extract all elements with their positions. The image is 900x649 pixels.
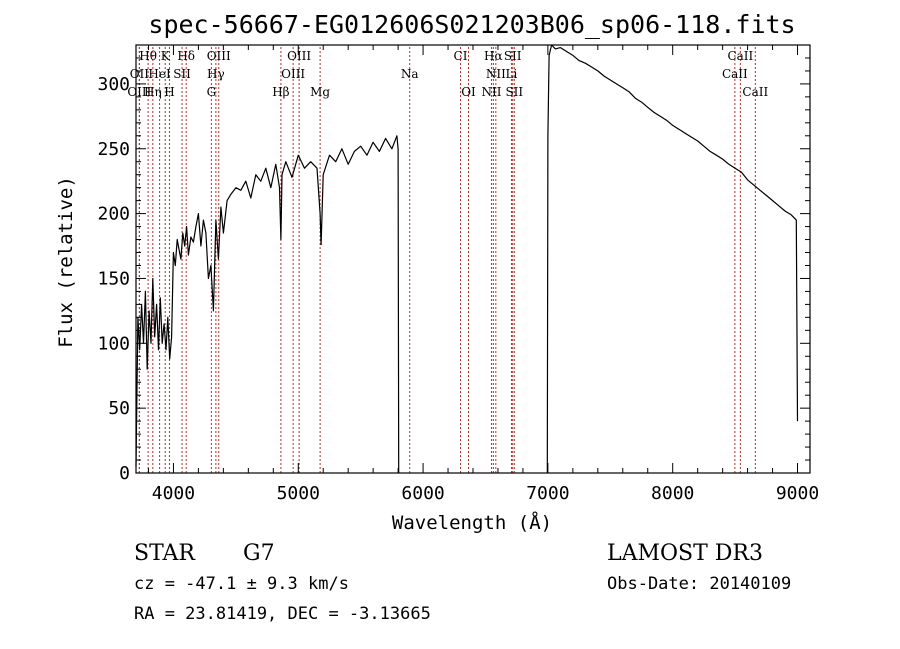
y-tick-300: 300 <box>97 74 810 95</box>
object-class: STAR <box>134 541 196 566</box>
x-tick-label: 7000 <box>526 483 569 504</box>
x-tick-label: 6000 <box>401 483 444 504</box>
y-tick-label: 150 <box>97 268 130 289</box>
line-marker-label: K <box>161 49 171 63</box>
x-tick-7000: 7000 <box>526 45 570 504</box>
line-marker-label: OIII <box>287 49 311 63</box>
line-marker-label: Hθ <box>139 49 157 63</box>
line-marker-label: G <box>207 85 217 99</box>
line-marker-label: CaII <box>722 67 748 81</box>
plot-frame <box>135 44 811 474</box>
x-tick-4000: 4000 <box>152 45 195 504</box>
line-marker-label: Hδ <box>177 49 195 63</box>
line-marker-label: NII <box>486 67 506 81</box>
line-marker-label: SII <box>505 85 523 99</box>
y-tick-label: 0 <box>119 463 130 484</box>
line-marker-label: Na <box>401 67 419 81</box>
line-marker-label: Hα <box>484 49 503 63</box>
spectrum-series <box>135 44 799 474</box>
line-marker-label: Hγ <box>207 67 225 81</box>
y-tick-label: 100 <box>97 333 130 354</box>
line-marker-label: OIII <box>127 85 151 99</box>
line-marker-label: OI <box>461 85 476 99</box>
line-markers <box>138 47 756 473</box>
x-tick-9000: 9000 <box>776 45 819 504</box>
x-tick-8000: 8000 <box>651 45 694 504</box>
line-marker-label: SII <box>173 67 191 81</box>
line-marker-label: CI <box>454 49 468 63</box>
y-axis-label: Flux (relative) <box>55 176 77 348</box>
line-marker-label: Li <box>506 67 518 81</box>
spectrum-segment-1 <box>135 135 400 474</box>
line-marker-label: HeI <box>148 67 171 81</box>
x-ticks: 4000 5000 6000 7000 8000 9000 <box>147 45 819 504</box>
survey-name: LAMOST DR3 <box>607 541 763 566</box>
spectrum-segment-2 <box>546 44 799 474</box>
y-tick-150: 150 <box>97 268 810 289</box>
x-tick-6000: 6000 <box>401 45 445 504</box>
x-tick-label: 8000 <box>651 483 694 504</box>
obs-date: Obs-Date: 20140109 <box>607 574 791 594</box>
x-tick-label: 9000 <box>776 483 819 504</box>
line-marker-label: NII <box>481 85 501 99</box>
y-tick-label: 200 <box>97 204 130 225</box>
redshift-info: cz = -47.1 ± 9.3 km/s <box>134 574 349 594</box>
line-marker-label: SII <box>504 49 522 63</box>
line-marker-label: CaII <box>727 49 753 63</box>
y-tick-250: 250 <box>97 139 810 160</box>
line-marker-label: OIII <box>281 67 305 81</box>
y-tick-label: 300 <box>97 74 130 95</box>
x-tick-label: 5000 <box>277 483 320 504</box>
object-subclass: G7 <box>243 541 275 566</box>
x-tick-label: 4000 <box>152 483 195 504</box>
x-tick-5000: 5000 <box>277 45 320 504</box>
line-marker-label: Hη <box>144 85 162 99</box>
y-tick-50: 50 <box>108 398 810 419</box>
line-marker-label: CaII <box>742 85 768 99</box>
line-marker-label: H <box>164 85 174 99</box>
x-axis-label: Wavelength (Å) <box>392 511 552 534</box>
y-tick-label: 250 <box>97 139 130 160</box>
line-marker-label: OII <box>130 67 150 81</box>
y-tick-200: 200 <box>97 204 810 225</box>
y-ticks: 0 50 100 150 200 250 300 <box>97 57 810 484</box>
line-marker-label: Hβ <box>272 85 289 99</box>
chart-title: spec-56667-EG012606S021203B06_sp06-118.f… <box>148 10 795 39</box>
line-marker-label: Mg <box>310 85 330 99</box>
y-tick-0: 0 <box>119 463 810 484</box>
y-tick-100: 100 <box>97 333 810 354</box>
line-marker-label: OIII <box>207 49 231 63</box>
y-tick-label: 50 <box>108 398 130 419</box>
coordinates: RA = 23.81419, DEC = -3.13665 <box>134 604 431 624</box>
